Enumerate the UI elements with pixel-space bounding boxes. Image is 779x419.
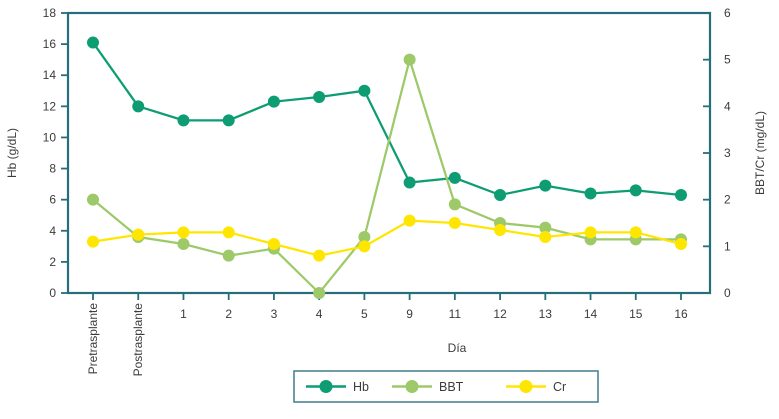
series-marker-hb-10 (539, 179, 552, 192)
series-marker-hb-4 (267, 95, 280, 108)
series-marker-cr-6 (358, 240, 371, 253)
series-marker-cr-2 (177, 226, 190, 239)
y-axis-left-tick-label: 4 (49, 224, 56, 238)
x-axis-category-label: 9 (406, 307, 413, 321)
legend-label-cr: Cr (553, 380, 566, 394)
legend-label-hb: Hb (353, 380, 369, 394)
series-marker-hb-13 (675, 189, 687, 201)
y-axis-left-tick-label: 14 (43, 68, 57, 82)
y-axis-left-tick-label: 12 (43, 99, 57, 113)
x-axis-category-label: 12 (493, 307, 507, 321)
legend-marker-hb (319, 380, 333, 393)
series-marker-bbt-3 (222, 249, 235, 262)
y-axis-left-tick-label: 2 (49, 255, 56, 269)
series-marker-cr-8 (448, 217, 461, 229)
x-axis-category-label: 16 (674, 307, 688, 321)
series-marker-cr-11 (584, 226, 597, 239)
y-axis-right-tick-label: 5 (724, 53, 731, 67)
series-marker-bbt-8 (448, 198, 461, 211)
y-axis-left-tick-label: 10 (43, 130, 57, 144)
legend-marker-bbt (405, 380, 419, 393)
x-axis-category-label: 2 (225, 307, 232, 321)
series-marker-cr-9 (494, 224, 507, 236)
y-axis-right-tick-label: 3 (724, 146, 731, 160)
y-axis-left-tick-label: 8 (49, 162, 56, 176)
y-axis-left-tick-label: 0 (49, 286, 56, 300)
series-marker-cr-5 (313, 249, 326, 262)
y-axis-left-tick-label: 16 (43, 37, 57, 51)
series-line-hb (92, 41, 682, 197)
series-marker-bbt-2 (177, 238, 190, 250)
x-axis-category-label: 4 (316, 307, 323, 321)
series-marker-cr-3 (222, 226, 235, 239)
series-line-bbt (92, 55, 681, 295)
legend-label-bbt: BBT (439, 380, 464, 394)
series-marker-bbt-7 (403, 53, 416, 66)
series-marker-cr-1 (132, 228, 145, 241)
series-marker-cr-13 (675, 238, 687, 250)
series-marker-hb-1 (132, 100, 145, 113)
series-marker-cr-4 (267, 238, 280, 250)
y-axis-right-title: BBT/Cr (mg/dL) (753, 111, 767, 195)
x-axis-category-label: 1 (180, 307, 187, 321)
y-axis-right-tick-label: 6 (724, 6, 731, 20)
x-axis-category-label: 11 (449, 307, 462, 321)
series-marker-hb-2 (177, 114, 190, 127)
y-axis-right-tick-label: 4 (724, 99, 731, 113)
y-axis-left-tick-label: 6 (49, 193, 56, 207)
x-axis-title: Día (448, 341, 467, 355)
x-axis-category-label: 15 (629, 307, 643, 321)
series-marker-bbt-10 (539, 221, 552, 234)
series-marker-cr-10 (539, 231, 552, 243)
series-marker-hb-12 (629, 184, 642, 197)
series-marker-bbt-6 (358, 231, 371, 243)
x-axis-category-label: 5 (361, 307, 368, 321)
y-axis-right-tick-label: 1 (724, 239, 731, 253)
series-marker-cr-12 (629, 226, 642, 239)
series-marker-hb-9 (494, 189, 507, 201)
x-axis-category-label: Pretrasplante (86, 303, 100, 375)
series-marker-cr-0 (87, 235, 99, 248)
series-marker-hb-3 (222, 114, 235, 127)
x-axis-category-label: Postrasplante (131, 303, 145, 377)
series-marker-cr-7 (403, 214, 416, 227)
series-marker-bbt-5 (313, 287, 326, 299)
series-marker-hb-6 (358, 84, 371, 97)
x-axis-category-label: 13 (539, 307, 553, 321)
y-axis-right-tick-label: 2 (724, 193, 731, 207)
x-axis-category-label: 14 (584, 307, 598, 321)
legend-marker-cr (519, 380, 533, 393)
series-marker-hb-8 (448, 171, 461, 184)
series-marker-hb-7 (403, 176, 416, 189)
series-line-cr (92, 219, 682, 257)
y-axis-left-tick-label: 18 (43, 6, 57, 20)
series-marker-hb-5 (313, 91, 326, 103)
plot-border (66, 11, 712, 295)
series-marker-hb-11 (584, 187, 597, 200)
y-axis-right-tick-label: 0 (724, 286, 731, 300)
y-axis-left-title: Hb (g/dL) (5, 128, 19, 178)
series-marker-bbt-0 (87, 193, 99, 206)
x-axis-category-label: 3 (271, 307, 278, 321)
series-marker-hb-0 (87, 36, 99, 49)
